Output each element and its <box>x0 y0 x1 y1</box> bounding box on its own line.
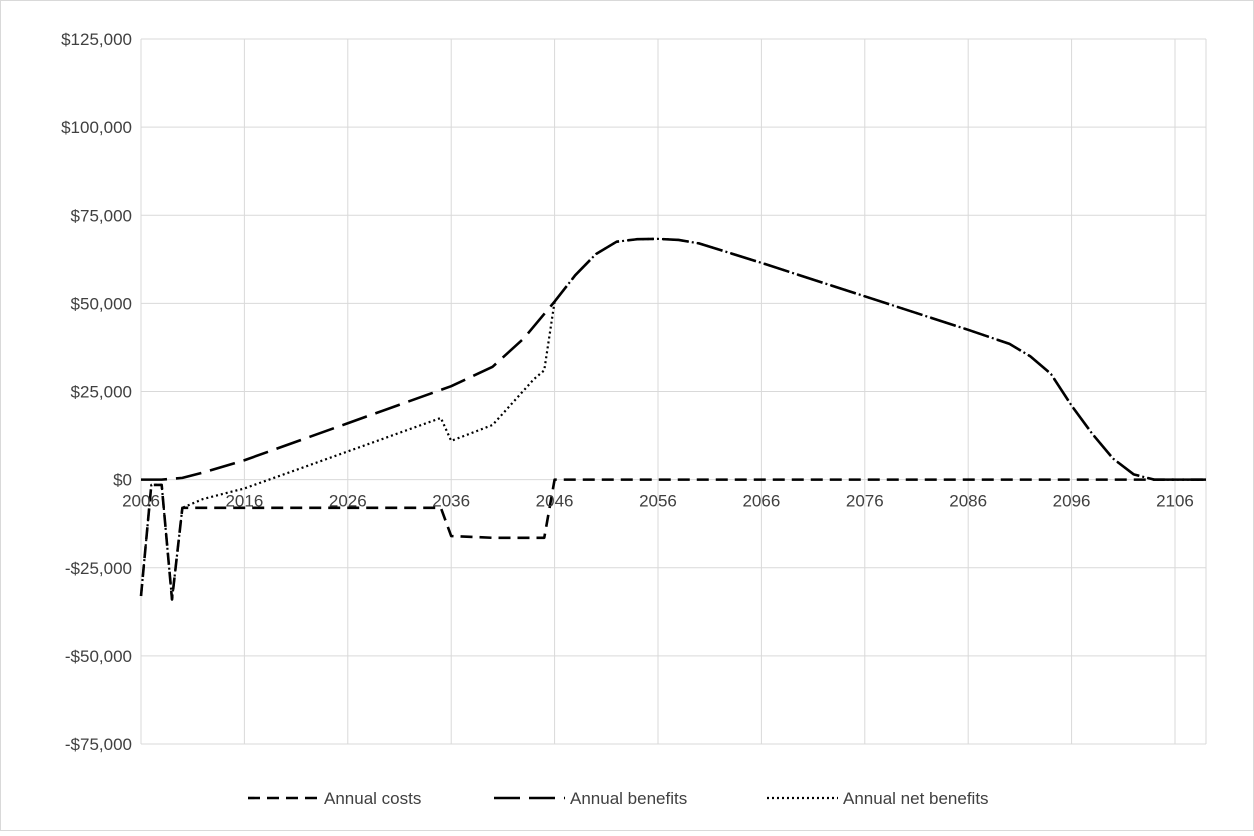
y-tick-label: -$50,000 <box>65 647 132 666</box>
legend-label: Annual net benefits <box>843 789 989 808</box>
x-tick-label: 2016 <box>225 492 263 511</box>
legend-item: Annual costs <box>248 789 421 808</box>
legend: Annual costs Annual benefits Annual net be… <box>248 789 989 808</box>
series-lines <box>139 237 1206 601</box>
x-tick-label: 2066 <box>742 492 780 511</box>
legend-item: Annual net benefits <box>767 789 989 808</box>
x-axis-tick-labels: 2006 2016 2026 2036 2046 2056 2066 2076 2086 2096… <box>122 492 1194 511</box>
x-tick-label: 2056 <box>639 492 677 511</box>
y-tick-label: $50,000 <box>71 294 132 313</box>
legend-item: Annual benefits <box>494 789 687 808</box>
y-tick-label: $25,000 <box>71 383 132 402</box>
y-tick-label: $125,000 <box>61 30 132 49</box>
y-tick-label: $75,000 <box>71 206 132 225</box>
x-tick-label: 2076 <box>846 492 884 511</box>
x-tick-label: 2046 <box>536 492 574 511</box>
y-axis-tick-labels: $125,000 $100,000 $75,000 $50,000 $25,000 $0 -… <box>61 30 132 754</box>
x-tick-label: 2106 <box>1156 492 1194 511</box>
x-tick-label: 2026 <box>329 492 367 511</box>
legend-label: Annual costs <box>324 789 421 808</box>
legend-label: Annual benefits <box>570 789 687 808</box>
y-tick-label: $100,000 <box>61 118 132 137</box>
y-tick-label: $0 <box>113 471 132 490</box>
y-tick-label: -$25,000 <box>65 559 132 578</box>
x-tick-label: 2006 <box>122 492 160 511</box>
y-tick-label: -$75,000 <box>65 735 132 754</box>
series-line-annual-benefits <box>141 237 1206 481</box>
x-tick-label: 2036 <box>432 492 470 511</box>
x-tick-label: 2086 <box>949 492 987 511</box>
x-tick-label: 2096 <box>1053 492 1091 511</box>
series-line-annual-net-benefits <box>139 237 1206 601</box>
series-line-annual-costs <box>139 478 1206 601</box>
gridlines <box>140 38 1207 745</box>
